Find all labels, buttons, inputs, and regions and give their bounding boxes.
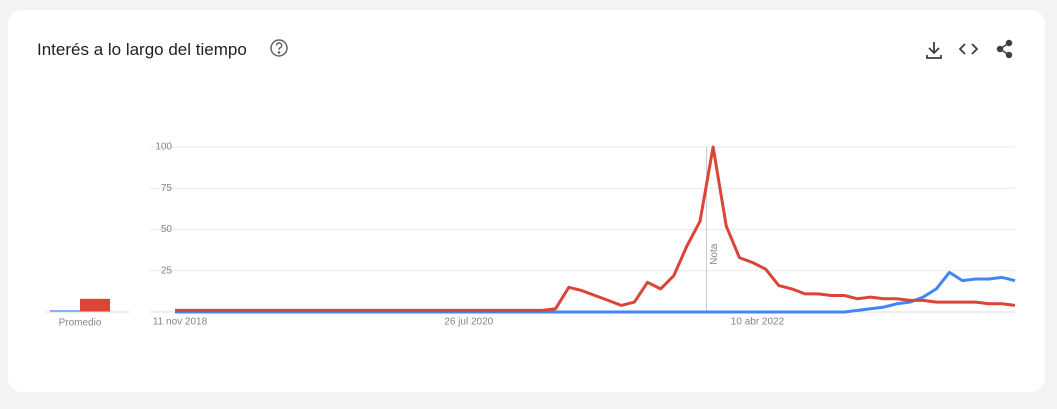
embed-icon[interactable] [958, 43, 979, 55]
y-tick-label: 25 [161, 265, 173, 276]
share-icon[interactable] [996, 39, 1013, 59]
y-tick-label: 100 [155, 142, 172, 153]
x-tick-label: 10 abr 2022 [731, 317, 785, 328]
download-icon[interactable] [926, 42, 942, 59]
x-tick-label: 11 nov 2018 [153, 317, 208, 328]
help-icon[interactable] [270, 39, 288, 57]
average-label: Promedio [59, 318, 102, 329]
series-line [175, 270, 1016, 314]
y-tick-label: 50 [161, 224, 173, 235]
series-line [175, 145, 1016, 312]
x-tick-label: 26 jul 2020 [444, 317, 493, 328]
average-bar [50, 310, 80, 312]
chart-title: Interés a lo largo del tiempo [37, 40, 247, 59]
annotation-label: Nota [709, 243, 720, 265]
card [8, 10, 1045, 392]
average-bar [80, 298, 110, 312]
y-tick-label: 75 [161, 183, 173, 194]
